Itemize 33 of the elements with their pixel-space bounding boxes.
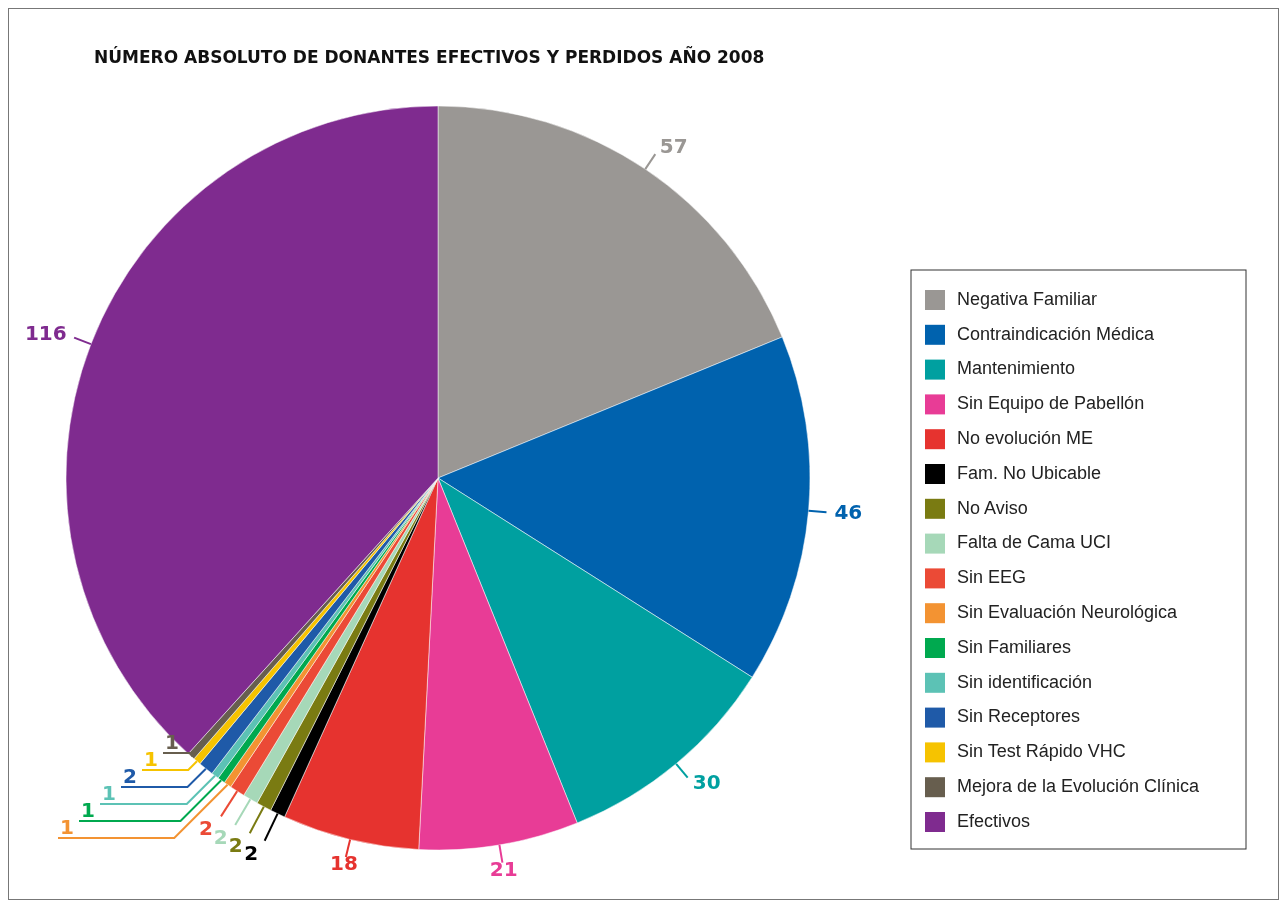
legend-label: Mantenimiento — [957, 358, 1076, 379]
data-label: 2 — [123, 764, 137, 788]
legend-label: Falta de Cama UCI — [957, 532, 1112, 553]
legend-label: Sin Test Rápido VHC — [957, 741, 1126, 762]
data-label: 2 — [244, 840, 259, 865]
data-label: 2 — [213, 824, 228, 849]
legend-label: Negativa Familiar — [957, 288, 1098, 309]
legend-label: Sin Familiares — [957, 636, 1072, 657]
data-label: 116 — [24, 321, 67, 346]
chart-title: NÚMERO ABSOLUTO DE DONANTES EFECTIVOS Y PERDIDOS AÑO 2008 — [94, 45, 765, 67]
legend-label: Contraindicación Médica — [957, 323, 1156, 344]
data-label: 1 — [60, 815, 74, 839]
legend-label: Sin Equipo de Pabellón — [957, 393, 1145, 414]
legend-label: No Aviso — [957, 497, 1028, 518]
data-label: 2 — [198, 815, 213, 840]
legend-label: Sin Receptores — [957, 706, 1081, 727]
legend-label: No evolución ME — [957, 427, 1094, 448]
legend-label: Mejora de la Evolución Clínica — [957, 775, 1201, 796]
legend-label: Sin identificación — [957, 671, 1093, 692]
data-label: 30 — [692, 770, 721, 795]
data-label: 1 — [144, 747, 158, 771]
data-label: 57 — [659, 134, 688, 159]
legend-label: Efectivos — [957, 810, 1031, 831]
legend-label: Sin Evaluación Neurológica — [957, 601, 1179, 622]
data-label: 2 — [228, 832, 243, 857]
data-label: 1 — [165, 730, 179, 754]
legend-label: Sin EEG — [957, 567, 1027, 588]
data-label: 46 — [834, 499, 863, 524]
legend-label: Fam. No Ubicable — [957, 462, 1102, 483]
data-label: 1 — [81, 798, 95, 822]
data-label: 21 — [489, 857, 518, 882]
data-label: 1 — [102, 781, 116, 805]
data-label: 18 — [330, 851, 358, 876]
